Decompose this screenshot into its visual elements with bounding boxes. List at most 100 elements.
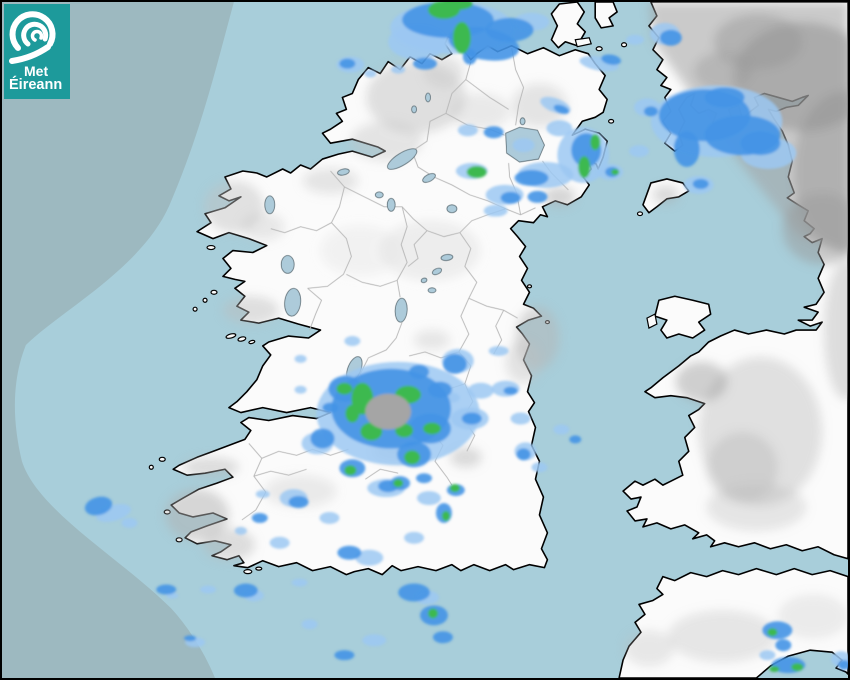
light-rain-cell <box>483 204 508 217</box>
moderate-rain-cell <box>84 496 113 516</box>
moderate-rain-cell <box>233 583 258 598</box>
moderate-rain-cell <box>337 545 362 560</box>
heavy-rain-cell <box>404 450 421 465</box>
moderate-rain-cell <box>416 473 432 484</box>
moderate-rain-cell <box>461 412 482 425</box>
island-islay <box>550 2 587 49</box>
lough-gill <box>337 168 350 176</box>
moderate-rain-cell <box>838 660 848 671</box>
islet <box>206 244 216 251</box>
moderate-rain-cell <box>483 126 504 139</box>
light-rain-cell <box>234 526 247 535</box>
island-holy-island <box>646 313 658 329</box>
islet <box>210 289 218 295</box>
heavy-rain-cell <box>767 628 778 637</box>
heavy-rain-cell <box>452 21 471 54</box>
moderate-rain-cell <box>485 17 534 42</box>
heavy-rain-cell <box>769 666 780 673</box>
lough-erne <box>387 148 418 170</box>
moderate-rain-cell <box>643 106 658 117</box>
islet <box>608 118 615 124</box>
islet <box>620 42 628 48</box>
intense-core-cell <box>365 393 412 430</box>
moderate-rain-cell <box>503 386 518 395</box>
moderate-rain-cell <box>692 178 709 189</box>
lough-ennell <box>427 287 437 294</box>
light-rain-cell <box>512 138 535 153</box>
light-rain-cell <box>629 145 649 158</box>
lough-ree <box>394 297 408 323</box>
lough-owel <box>420 277 428 284</box>
light-rain-cell <box>255 490 270 499</box>
moderate-rain-cell <box>740 131 781 156</box>
rain-overlay <box>84 2 848 674</box>
moderate-rain-cell <box>762 621 793 640</box>
light-rain-cell <box>291 578 308 587</box>
light-rain-cell <box>200 585 216 594</box>
islet <box>175 537 183 543</box>
light-rain-cell <box>301 619 318 630</box>
lough-oughter <box>446 204 458 214</box>
island-rathlin <box>574 37 592 48</box>
lough-key <box>374 191 384 199</box>
heavy-rain-cell <box>791 663 804 672</box>
light-rain-cell <box>759 650 776 661</box>
lough-mask <box>280 255 295 274</box>
light-rain-cell <box>531 462 548 473</box>
island-jura <box>594 2 618 29</box>
moderate-rain-cell <box>553 104 569 114</box>
moderate-rain-cell <box>432 631 453 644</box>
islet <box>595 46 603 52</box>
lough-sheelin <box>440 254 454 261</box>
light-rain-cell <box>626 34 644 45</box>
islet <box>255 566 263 571</box>
moderate-rain-cell <box>527 190 548 203</box>
light-rain-cell <box>269 536 290 549</box>
moderate-rain-cell <box>409 364 429 379</box>
moderate-rain-cell <box>339 58 356 69</box>
aran-island <box>225 333 237 339</box>
moderate-rain-cell <box>775 639 792 652</box>
island-anglesey <box>654 295 712 339</box>
heavy-rain-cell <box>440 2 473 10</box>
lake <box>411 105 417 114</box>
light-rain-cell <box>404 531 425 544</box>
met-eireann-logo: Met Éireann <box>4 4 70 99</box>
light-rain-cell <box>546 120 573 137</box>
light-rain-cell <box>417 491 441 506</box>
islet <box>636 211 644 217</box>
light-rain-cell <box>121 517 138 528</box>
moderate-rain-cell <box>601 54 621 65</box>
light-rain-cell <box>294 354 307 363</box>
aran-island <box>237 336 247 342</box>
lough-derravaragh <box>431 267 443 276</box>
light-rain-cell <box>467 382 494 399</box>
logo-text: Met Éireann <box>4 64 70 93</box>
lough-beg <box>519 117 526 126</box>
moderate-rain-cell <box>322 402 339 413</box>
moderate-rain-cell <box>704 87 745 108</box>
heavy-rain-cell <box>427 608 438 619</box>
heavy-rain-cell <box>441 510 450 521</box>
light-rain-cell <box>391 65 406 74</box>
lough-allen <box>386 197 396 212</box>
heavy-rain-cell <box>336 382 353 395</box>
light-rain-cell <box>457 124 478 137</box>
heavy-rain-cell <box>590 134 601 151</box>
islet <box>243 569 253 575</box>
moderate-rain-cell <box>310 428 335 449</box>
lake <box>425 92 431 103</box>
aran-island <box>248 339 256 345</box>
islet <box>158 456 166 462</box>
moderate-rain-cell <box>398 583 430 602</box>
moderate-rain-cell <box>413 57 437 70</box>
light-rain-cell <box>362 634 387 647</box>
moderate-rain-cell <box>251 512 268 523</box>
moderate-rain-cell <box>659 29 682 46</box>
heavy-rain-cell <box>393 479 404 488</box>
light-rain-cell <box>553 424 570 435</box>
heavy-rain-cell <box>578 156 591 178</box>
upper-lough-erne <box>422 173 436 183</box>
